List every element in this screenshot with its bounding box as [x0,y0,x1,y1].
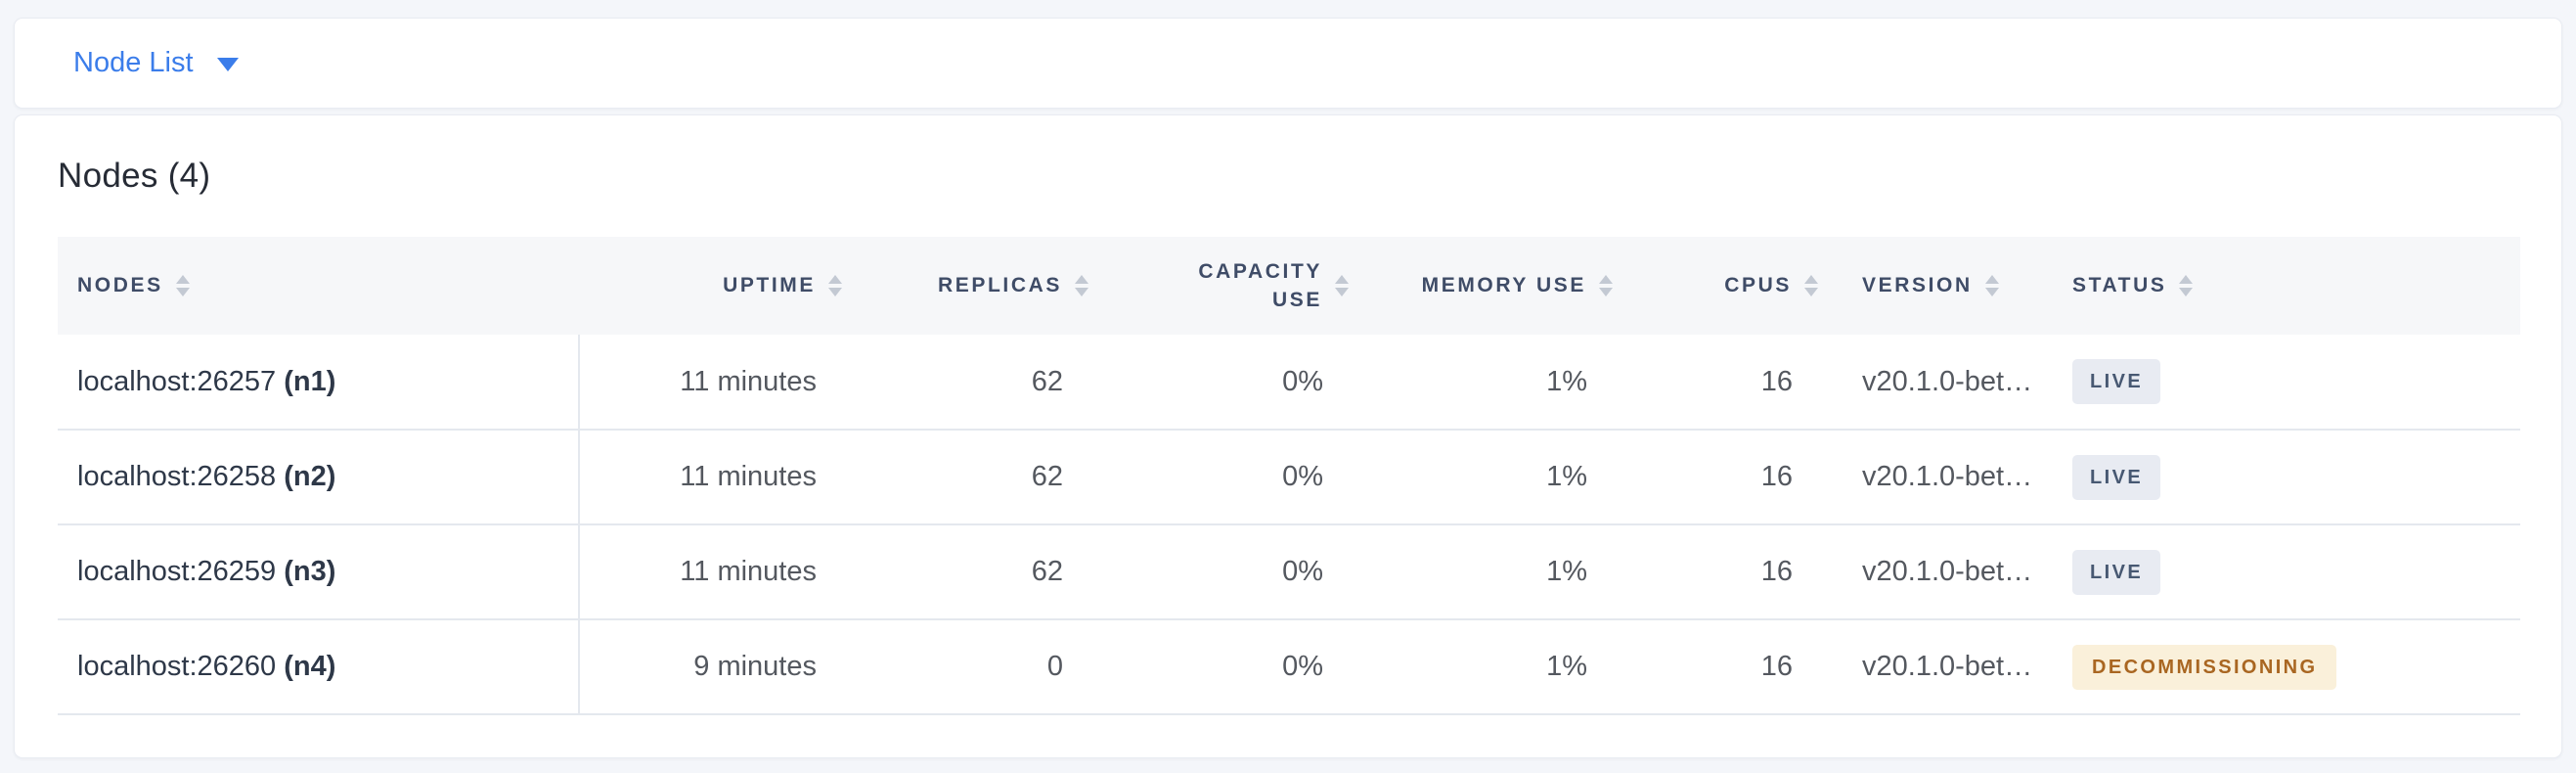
node-id: (n2) [284,461,336,492]
status-badge: DECOMMISSIONING [2072,644,2337,690]
table-row[interactable]: localhost:26259 (n3) 11 minutes 62 0% 1%… [58,524,2520,620]
status-cell: LIVE [2053,335,2520,431]
replicas-cell: 62 [862,335,1108,431]
column-header-label: MEMORY USE [1421,274,1586,296]
status-badge: LIVE [2072,549,2161,595]
nodes-card: Nodes (4) NODES UPTIME REPLICAS CAPACITY… [14,114,2562,758]
replicas-cell: 62 [862,430,1108,525]
column-header-label: CPUS [1724,274,1792,296]
column-header-uptime[interactable]: UPTIME [579,237,862,335]
column-header-label: UPTIME [723,274,816,296]
uptime-cell: 11 minutes [579,524,862,620]
node-id: (n3) [284,556,336,587]
memory-use-cell: 1% [1368,524,1632,620]
memory-use-cell: 1% [1368,430,1632,525]
sort-icon [175,275,190,296]
column-header-cpus[interactable]: CPUS [1632,237,1838,335]
version-cell: v20.1.0-bet… [1838,619,2053,715]
table-row[interactable]: localhost:26260 (n4) 9 minutes 0 0% 1% 1… [58,619,2520,715]
table-row[interactable]: localhost:26258 (n2) 11 minutes 62 0% 1%… [58,430,2520,525]
chevron-down-icon [216,58,239,71]
sort-icon [1599,275,1613,296]
uptime-cell: 11 minutes [579,430,862,525]
status-cell: LIVE [2053,524,2520,620]
sort-icon [1335,275,1349,296]
sort-icon [1804,275,1818,296]
cpus-cell: 16 [1632,524,1838,620]
column-header-label: STATUS [2072,274,2167,296]
status-badge: LIVE [2072,359,2161,404]
sort-icon [1075,275,1088,296]
view-selector-bar: Node List [14,18,2562,109]
node-id: (n4) [284,651,336,682]
column-header-label: VERSION [1862,274,1973,296]
sort-icon [2179,275,2194,296]
table-header-row: NODES UPTIME REPLICAS CAPACITY USE MEMOR… [58,237,2520,335]
cpus-cell: 16 [1632,430,1838,525]
node-address: localhost:26259 [77,556,277,587]
column-header-nodes[interactable]: NODES [58,237,579,335]
status-badge: LIVE [2072,454,2161,500]
uptime-cell: 9 minutes [579,619,862,715]
capacity-use-cell: 0% [1108,619,1368,715]
memory-use-cell: 1% [1368,335,1632,431]
node-address-cell: localhost:26259 (n3) [58,524,580,620]
capacity-use-cell: 0% [1108,430,1368,525]
column-header-memory-use[interactable]: MEMORY USE [1368,237,1632,335]
node-address-cell: localhost:26260 (n4) [58,619,580,715]
status-cell: DECOMMISSIONING [2053,619,2520,715]
replicas-cell: 0 [862,619,1108,715]
node-address-cell: localhost:26258 (n2) [58,430,580,525]
node-address: localhost:26258 [77,461,277,492]
capacity-use-cell: 0% [1108,524,1368,620]
column-header-label: CAPACITY USE [1198,259,1322,311]
replicas-cell: 62 [862,524,1108,620]
view-dropdown[interactable]: Node List [58,41,254,85]
column-header-label: NODES [77,274,163,296]
column-header-version[interactable]: VERSION [1838,237,2053,335]
cpus-cell: 16 [1632,619,1838,715]
nodes-count-title: Nodes (4) [58,157,211,195]
node-table: NODES UPTIME REPLICAS CAPACITY USE MEMOR… [58,237,2520,715]
node-table-body: localhost:26257 (n1) 11 minutes 62 0% 1%… [58,335,2520,715]
column-header-label: REPLICAS [938,274,1062,296]
sort-icon [1984,275,1999,296]
cpus-cell: 16 [1632,335,1838,431]
capacity-use-cell: 0% [1108,335,1368,431]
node-id: (n1) [284,365,336,397]
node-address: localhost:26257 [77,365,277,397]
status-cell: LIVE [2053,430,2520,525]
node-address-cell: localhost:26257 (n1) [58,335,580,431]
version-cell: v20.1.0-bet… [1838,524,2053,620]
version-cell: v20.1.0-bet… [1838,335,2053,431]
memory-use-cell: 1% [1368,619,1632,715]
column-header-replicas[interactable]: REPLICAS [862,237,1108,335]
node-address: localhost:26260 [77,651,277,682]
uptime-cell: 11 minutes [579,335,862,431]
column-header-capacity-use[interactable]: CAPACITY USE [1108,237,1368,335]
table-row[interactable]: localhost:26257 (n1) 11 minutes 62 0% 1%… [58,335,2520,431]
column-header-status[interactable]: STATUS [2053,237,2520,335]
version-cell: v20.1.0-bet… [1838,430,2053,525]
view-dropdown-label: Node List [73,47,194,78]
sort-icon [828,275,842,296]
